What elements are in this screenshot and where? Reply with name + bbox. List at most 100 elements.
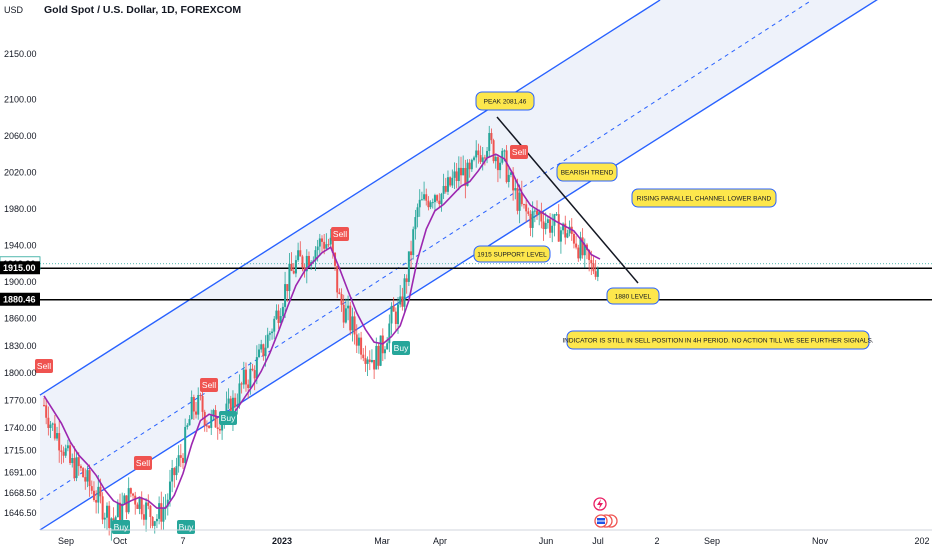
candle-body <box>514 188 517 191</box>
candle-body <box>455 171 458 182</box>
candle-body <box>336 265 339 293</box>
candle-body <box>214 410 217 428</box>
candle-body <box>43 405 45 407</box>
x-tick-label: Mar <box>374 536 390 546</box>
event-icons[interactable] <box>593 497 618 528</box>
candle-body <box>210 415 213 428</box>
signal-badge <box>392 341 410 355</box>
candle-body <box>340 294 343 305</box>
candle-body <box>314 250 317 261</box>
candle-body <box>149 505 152 517</box>
candle-body <box>294 260 297 274</box>
note-box[interactable] <box>606 287 660 305</box>
candle-body <box>425 194 428 201</box>
events-icon-group[interactable] <box>593 497 618 528</box>
x-tick-label: Jun <box>539 536 554 546</box>
candle-body <box>86 470 89 482</box>
candle-body <box>329 237 332 245</box>
candle-body <box>288 263 291 292</box>
price-label[interactable]: 1915.00 <box>0 261 40 275</box>
indicator-status-note[interactable]: INDICATOR IS STILL IN SELL POSITION IN 4… <box>562 330 874 350</box>
candle-body <box>97 486 100 503</box>
channel-upper-line-stroke[interactable] <box>39 0 661 396</box>
candle-body <box>572 233 575 244</box>
candle-body <box>520 192 523 205</box>
note-box[interactable] <box>473 245 551 263</box>
note-box[interactable] <box>566 330 870 350</box>
candle-body <box>392 306 395 312</box>
candle-body <box>155 518 158 522</box>
candle-body <box>88 470 91 487</box>
sell-signal: Sell <box>134 456 152 470</box>
annotations[interactable]: PEAK 2081,46 BEARISH TREND RISING PARALLEL… <box>473 91 874 350</box>
candle-body <box>105 505 108 518</box>
candle-body <box>108 505 111 528</box>
sell-signal: Sell <box>510 145 528 159</box>
symbol-title[interactable]: Gold Spot / U.S. Dollar, 1D, FOREXCOM <box>44 4 242 16</box>
x-tick-label: Apr <box>433 536 447 546</box>
candle-body <box>531 211 534 228</box>
bearish-trend-line[interactable] <box>496 116 639 284</box>
candle-body <box>405 278 408 282</box>
signal-badge <box>134 456 152 470</box>
price-label[interactable]: 1880.46 <box>0 292 40 306</box>
candle-body <box>205 425 208 427</box>
channel-mid-line[interactable] <box>39 0 813 501</box>
x-axis[interactable]: Sep Oct 7 2023 Mar Apr Jun Jul 2 Sep Nov 202 <box>40 529 932 546</box>
peak-note[interactable]: PEAK 2081,46 <box>475 91 535 111</box>
bearish-trend-note[interactable]: BEARISH TREND <box>556 162 618 182</box>
candle-body <box>540 211 543 222</box>
candle-body <box>557 214 560 242</box>
candle-body <box>427 200 430 208</box>
note-box[interactable] <box>556 162 618 182</box>
candle-body <box>186 425 189 427</box>
currency-label[interactable]: USD <box>4 5 24 15</box>
candle-body <box>307 255 310 266</box>
candle-body <box>95 500 98 503</box>
signal-badge <box>331 227 349 241</box>
candle-body <box>53 423 56 439</box>
note-box[interactable] <box>475 91 535 111</box>
candle-body <box>173 468 176 476</box>
candle-body <box>51 423 54 425</box>
candle-body <box>195 411 198 415</box>
candle-body <box>129 488 132 494</box>
y-tick-label: 1691.00 <box>4 468 37 478</box>
candle-body <box>475 150 478 158</box>
candle-body <box>77 457 80 467</box>
signal-label: Buy <box>179 522 194 532</box>
candle-body <box>158 503 161 519</box>
candle-body <box>512 172 515 191</box>
candle-body <box>353 316 356 335</box>
candle-body <box>201 396 204 412</box>
buy-signal: Buy <box>392 341 410 355</box>
horizontal-levels[interactable] <box>40 263 932 301</box>
candle-body <box>525 204 528 212</box>
candle-body <box>253 370 256 379</box>
price-label-text: 1880.46 <box>3 295 36 305</box>
candle-body <box>234 397 237 407</box>
signal-badge <box>510 145 528 159</box>
y-axis[interactable]: 2150.00 2100.00 2060.00 2020.00 1980.00 1940.… <box>0 49 41 518</box>
candle-body <box>496 157 499 171</box>
candle-body <box>355 334 358 346</box>
channel-lower-band-note[interactable]: RISING PARALLEL CHANNEL LOWER BAND <box>631 188 777 208</box>
candle-body <box>301 256 304 268</box>
candle-body <box>212 410 215 416</box>
candle-body <box>101 496 104 520</box>
y-tick-label: 2060.00 <box>4 131 37 141</box>
candle-body <box>175 466 178 476</box>
candle-body <box>594 271 597 277</box>
candle-body <box>260 344 263 350</box>
candle-body <box>549 219 552 233</box>
note-box[interactable] <box>631 188 777 208</box>
candle-body <box>403 278 406 307</box>
bearish-trend-line[interactable] <box>496 116 639 284</box>
level-1880-note[interactable]: 1880 LEVEL <box>606 287 660 305</box>
rising-parallel-channel[interactable] <box>39 0 932 550</box>
candle-body <box>522 204 525 206</box>
candle-body <box>199 395 202 397</box>
signal-label: Sell <box>333 229 347 239</box>
support-1915-note[interactable]: 1915 SUPPORT LEVEL <box>473 245 551 263</box>
